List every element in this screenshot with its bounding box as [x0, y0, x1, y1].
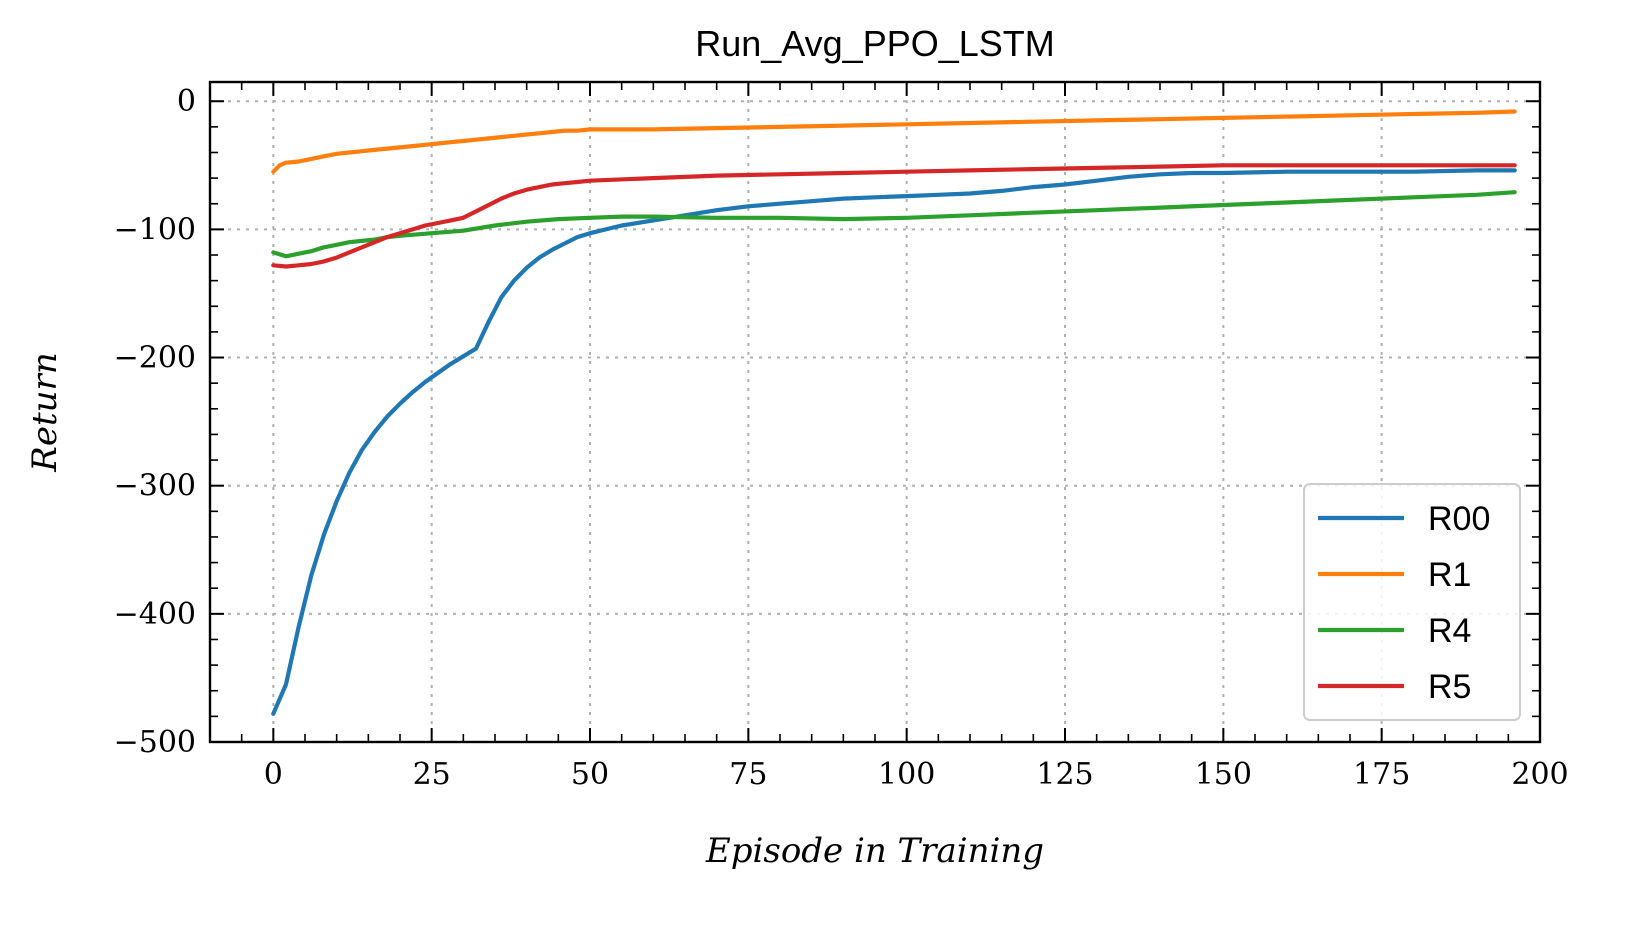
legend-label-r00: R00: [1428, 500, 1490, 538]
x-tick-label: 25: [413, 757, 451, 792]
legend-label-r4: R4: [1428, 612, 1471, 650]
y-tick-label: −100: [114, 212, 196, 247]
y-tick-label: −400: [114, 597, 196, 632]
y-axis-label: Return: [25, 352, 65, 472]
x-tick-label: 150: [1195, 757, 1252, 792]
x-tick-label: 125: [1036, 757, 1093, 792]
series-line-r00: [271, 168, 1517, 716]
x-tick-label: 100: [878, 757, 935, 792]
y-tick-label: 0: [177, 84, 196, 119]
series-lines: [271, 109, 1517, 716]
axes: 0 25 50 75 100 125 150 175 200 0 −100 −200 −300 −400 −…: [114, 80, 1569, 792]
y-tick-label: −300: [114, 469, 196, 504]
legend-label-r1: R1: [1428, 556, 1471, 594]
x-tick-label: 75: [729, 757, 767, 792]
y-tick-label: −500: [114, 725, 196, 760]
legend: R00 R1 R4 R5: [1303, 483, 1521, 721]
series-line-r1: [271, 109, 1517, 174]
series-line-r4: [271, 190, 1517, 259]
series-line-r5: [271, 163, 1517, 269]
x-tick-label: 175: [1353, 757, 1410, 792]
legend-box: [1303, 483, 1521, 721]
x-tick-label: 0: [264, 757, 283, 792]
x-tick-label: 50: [571, 757, 609, 792]
x-axis-label: Episode in Training: [705, 831, 1044, 871]
chart-title: Run_Avg_PPO_LSTM: [695, 23, 1055, 64]
y-tick-label: −200: [114, 341, 196, 376]
x-tick-label: 200: [1511, 757, 1568, 792]
legend-label-r5: R5: [1428, 668, 1471, 706]
